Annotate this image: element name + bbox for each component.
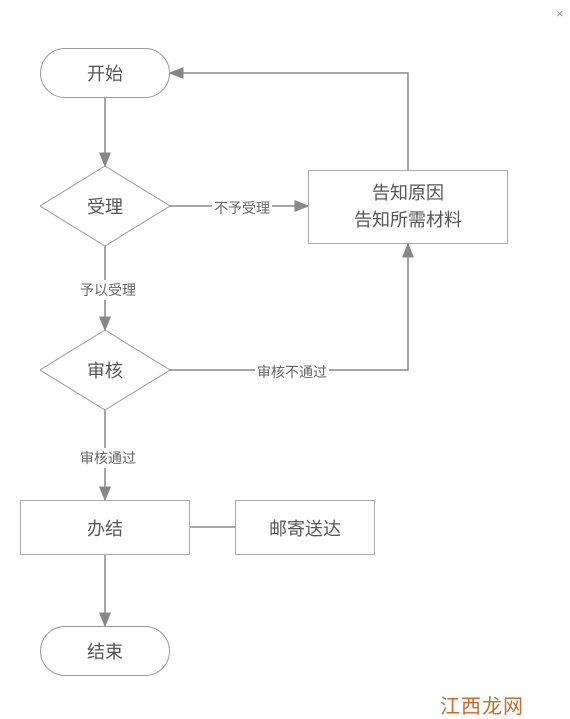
edge-label-review-yes: 审核通过 bbox=[78, 448, 138, 468]
node-start: 开始 bbox=[40, 48, 170, 98]
node-notify: 告知原因 告知所需材料 bbox=[308, 170, 508, 244]
node-review: 审核 bbox=[40, 330, 170, 410]
node-label: 开始 bbox=[87, 60, 123, 86]
node-mail: 邮寄送达 bbox=[235, 500, 375, 555]
edge-label-accept-no: 不予受理 bbox=[212, 198, 272, 218]
node-label: 结束 bbox=[87, 638, 123, 664]
node-end: 结束 bbox=[40, 626, 170, 676]
node-label: 邮寄送达 bbox=[269, 515, 341, 541]
node-accept: 受理 bbox=[40, 166, 170, 246]
node-label: 审核 bbox=[87, 357, 123, 383]
node-label: 受理 bbox=[87, 193, 123, 219]
watermark: 江西龙网 bbox=[440, 690, 524, 719]
node-done: 办结 bbox=[20, 500, 190, 555]
close-icon[interactable]: × bbox=[556, 6, 564, 21]
edge-label-accept-yes: 予以受理 bbox=[78, 280, 138, 300]
edge-label-review-no: 审核不通过 bbox=[255, 362, 329, 382]
node-label: 办结 bbox=[87, 515, 123, 541]
node-label: 告知原因 告知所需材料 bbox=[354, 180, 462, 234]
